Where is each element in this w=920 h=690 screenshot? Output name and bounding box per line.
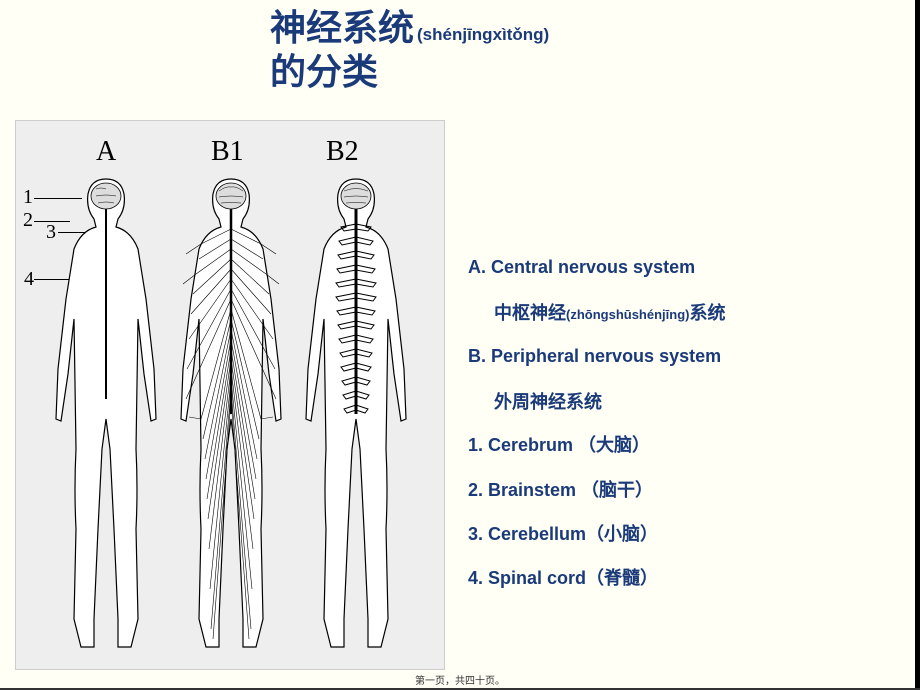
number-label-2: 2 <box>23 209 33 232</box>
title-line1: 神经系统(shénjīngxìtǒng) <box>270 6 549 49</box>
item-A-sub2: 系统 <box>689 303 725 323</box>
item-2: 2. Brainstem （脑干） <box>468 478 898 503</box>
item-3: 3. Cerebellum（小脑） <box>468 522 898 547</box>
number-label-1: 1 <box>23 186 33 209</box>
body-figure-B2 <box>296 169 416 659</box>
item-B-sub: 外周神经系统 <box>494 388 898 414</box>
figure-label-A: A <box>96 136 116 168</box>
number-label-4: 4 <box>24 268 34 291</box>
item-A-pinyin: (zhōngshūshénjīng) <box>566 307 689 322</box>
title-main: 神经系统 <box>270 7 414 48</box>
body-figure-A <box>46 169 166 659</box>
item-A-sub: 中枢神经(zhōngshūshénjīng)系统 <box>494 299 898 325</box>
item-B: B. Peripheral nervous system <box>468 344 898 369</box>
title-sub: 的分类 <box>270 49 549 96</box>
item-4: 4. Spinal cord（脊髓） <box>468 566 898 591</box>
item-1: 1. Cerebrum （大脑） <box>468 433 898 458</box>
title-block: 神经系统(shénjīngxìtǒng) 的分类 <box>270 6 549 96</box>
right-edge <box>915 0 920 690</box>
anatomy-diagram: A B1 B2 1 2 3 4 <box>15 120 445 670</box>
body-figure-B1 <box>171 169 291 659</box>
content-list: A. Central nervous system 中枢神经(zhōngshūs… <box>468 255 898 610</box>
figure-label-B1: B1 <box>211 136 244 168</box>
footer-page-number: 第一页，共四十页。 <box>415 672 505 687</box>
title-pinyin: (shénjīngxìtǒng) <box>417 25 549 44</box>
item-A-sub-cn: 中枢神经 <box>494 303 566 323</box>
item-A: A. Central nervous system <box>468 255 898 280</box>
figure-label-B2: B2 <box>326 136 359 168</box>
